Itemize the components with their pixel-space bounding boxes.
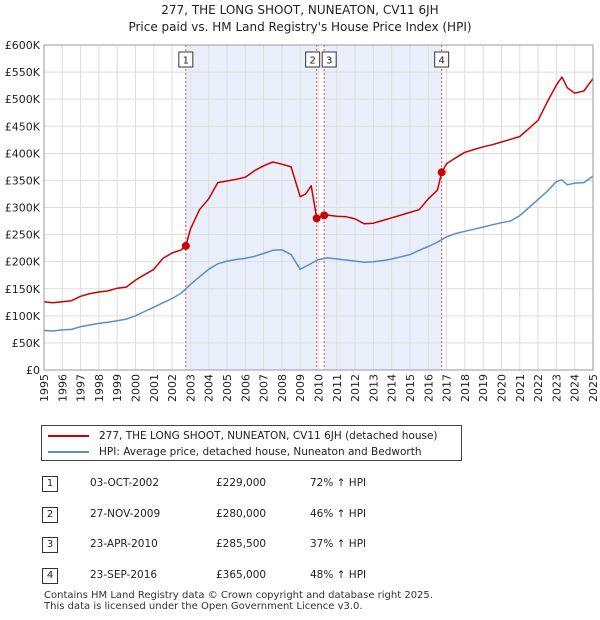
x-tick-label: 2003 — [184, 374, 197, 402]
y-tick-label: £350K — [5, 174, 41, 187]
y-tick-label: £600K — [5, 39, 41, 52]
transaction-hpi-change: 48% ↑ HPI — [310, 569, 367, 581]
transaction-number-badge: 4 — [42, 568, 58, 584]
x-tick-label: 2004 — [203, 374, 216, 402]
x-tick-label: 1997 — [75, 374, 88, 402]
x-tick-label: 2015 — [404, 374, 417, 402]
x-tick-label: 2022 — [532, 374, 545, 402]
x-tick-label: 1996 — [56, 374, 69, 402]
x-tick-label: 2025 — [587, 374, 600, 402]
x-tick-label: 2024 — [569, 374, 582, 402]
sale-point — [181, 241, 190, 250]
transaction-price: £229,000 — [216, 477, 267, 489]
sale-marker-box — [321, 51, 337, 68]
transaction-date: 23-SEP-2016 — [90, 569, 158, 581]
legend-item-hpi: HPI: Average price, detached house, Nune… — [48, 444, 421, 460]
y-tick-label: £300K — [5, 202, 41, 215]
y-tick-label: £0 — [26, 364, 40, 377]
legend-property-swatch — [48, 435, 89, 437]
table-row: 4 23-SEP-2016 £365,000 48% ↑ HPI — [42, 568, 402, 586]
sale-marker-box — [178, 51, 194, 68]
transaction-hpi-change: 46% ↑ HPI — [310, 508, 367, 520]
hpi-line — [43, 175, 594, 332]
x-tick-label: 2023 — [550, 374, 563, 402]
transaction-hpi-change: 37% ↑ HPI — [310, 538, 367, 550]
plot-frame — [43, 44, 594, 371]
legend-hpi-label: HPI: Average price, detached house, Nune… — [99, 446, 422, 458]
transaction-number-badge: 3 — [42, 537, 58, 553]
sale-point — [312, 214, 321, 223]
y-tick-label: £450K — [5, 120, 41, 133]
transaction-hpi-change: 72% ↑ HPI — [310, 477, 367, 489]
x-tick-label: 2019 — [477, 374, 490, 402]
footer-licence: This data is licensed under the Open Gov… — [44, 601, 363, 612]
y-tick-label: £200K — [5, 256, 41, 269]
transaction-price: £365,000 — [216, 569, 267, 581]
legend-property-label: 277, THE LONG SHOOT, NUNEATON, CV11 6JH … — [99, 430, 438, 442]
transaction-number-badge: 2 — [42, 507, 58, 523]
transaction-date: 23-APR-2010 — [90, 538, 158, 550]
y-tick-label: £550K — [5, 66, 41, 79]
y-tick-label: £50K — [12, 337, 41, 350]
table-row: 3 23-APR-2010 £285,500 37% ↑ HPI — [42, 537, 402, 555]
x-tick-label: 2017 — [441, 374, 454, 402]
y-tick-label: £500K — [5, 93, 41, 106]
price-chart: 277, THE LONG SHOOT, NUNEATON, CV11 6JH … — [5, 3, 600, 402]
x-tick-label: 2001 — [148, 374, 161, 402]
footer-copyright: Contains HM Land Registry data © Crown c… — [44, 590, 433, 601]
x-tick-label: 2014 — [386, 374, 399, 402]
x-tick-label: 2021 — [514, 374, 527, 402]
table-row: 2 27-NOV-2009 £280,000 46% ↑ HPI — [42, 507, 402, 525]
sale-marker-label: 2 — [309, 56, 315, 67]
x-tick-label: 2012 — [349, 374, 362, 402]
x-tick-label: 2007 — [258, 374, 271, 402]
legend: 277, THE LONG SHOOT, NUNEATON, CV11 6JH … — [41, 425, 462, 461]
x-tick-label: 2009 — [294, 374, 307, 402]
table-row: 1 03-OCT-2002 £229,000 72% ↑ HPI — [42, 476, 402, 494]
x-tick-label: 1999 — [111, 374, 124, 402]
y-tick-label: £100K — [5, 310, 41, 323]
x-tick-label: 2018 — [459, 374, 472, 402]
y-tick-label: £150K — [5, 283, 41, 296]
sale-marker-label: 3 — [326, 56, 332, 67]
transaction-number-badge: 1 — [42, 476, 58, 492]
x-tick-label: 2005 — [221, 374, 234, 402]
x-tick-label: 2006 — [239, 374, 252, 402]
sale-point — [320, 211, 329, 220]
x-tick-label: 2016 — [422, 374, 435, 402]
x-tick-label: 2000 — [130, 374, 143, 402]
x-tick-label: 1998 — [93, 374, 106, 402]
x-tick-label: 1995 — [38, 374, 51, 402]
sale-point — [437, 168, 446, 177]
x-tick-label: 2020 — [496, 374, 509, 402]
sale-marker-label: 4 — [438, 56, 444, 67]
legend-hpi-swatch — [48, 451, 89, 453]
transaction-date: 03-OCT-2002 — [90, 477, 159, 489]
sale-marker-box — [305, 51, 321, 68]
x-tick-label: 2008 — [276, 374, 289, 402]
chart-title: 277, THE LONG SHOOT, NUNEATON, CV11 6JH — [161, 3, 438, 17]
x-tick-label: 2002 — [166, 374, 179, 402]
sale-marker-box — [434, 51, 450, 68]
transaction-price: £285,500 — [216, 538, 267, 550]
chart-subtitle: Price paid vs. HM Land Registry's House … — [128, 20, 471, 34]
y-tick-label: £250K — [5, 229, 41, 242]
x-tick-label: 2011 — [331, 374, 344, 402]
y-tick-label: £400K — [5, 147, 41, 160]
x-tick-label: 2010 — [313, 374, 326, 402]
x-tick-label: 2013 — [367, 374, 380, 402]
transaction-price: £280,000 — [216, 508, 267, 520]
footer: Contains HM Land Registry data © Crown c… — [44, 590, 433, 612]
transaction-date: 27-NOV-2009 — [90, 508, 161, 520]
legend-item-property: 277, THE LONG SHOOT, NUNEATON, CV11 6JH … — [48, 428, 438, 444]
sale-marker-label: 1 — [183, 56, 189, 67]
